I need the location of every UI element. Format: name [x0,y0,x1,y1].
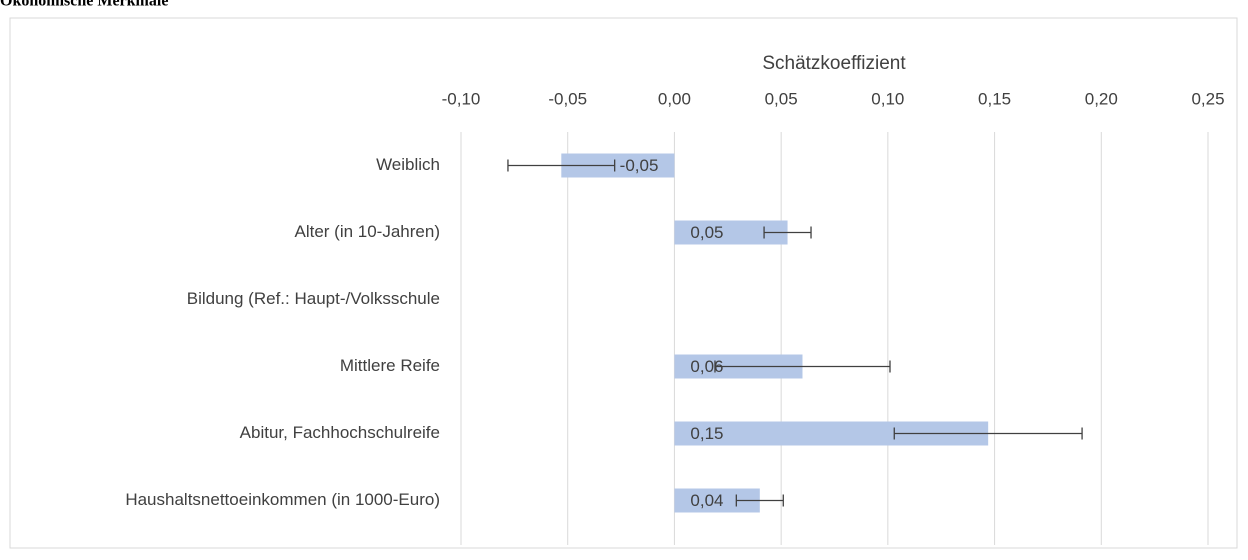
x-tick-label: 0,15 [978,89,1011,108]
x-tick-label: 0,25 [1191,89,1224,108]
data-label: 0,05 [690,223,723,242]
y-tick-label: Bildung (Ref.: Haupt-/Volksschule [187,289,440,308]
data-label: 0,15 [690,424,723,443]
y-tick-label: Mittlere Reife [340,356,440,375]
data-label: 0,04 [690,491,723,510]
chart-frame [9,17,1238,549]
y-tick-label: Haushaltsnettoeinkommen (in 1000-Euro) [125,490,440,509]
y-tick-label: Weiblich [376,155,440,174]
x-tick-label: -0,10 [442,89,481,108]
x-axis-title: Schätzkoeffizient [762,53,906,74]
x-tick-label: 0,10 [871,89,904,108]
x-tick-label: -0,05 [548,89,587,108]
x-tick-label: 0,05 [765,89,798,108]
x-tick-label: 0,20 [1085,89,1118,108]
y-tick-label: Alter (in 10-Jahren) [294,222,440,241]
data-label: -0,05 [620,156,659,175]
chart-title: Ökonomische Merkmale [0,0,168,10]
y-tick-label: Abitur, Fachhochschulreife [240,423,440,442]
x-tick-label: 0,00 [658,89,691,108]
